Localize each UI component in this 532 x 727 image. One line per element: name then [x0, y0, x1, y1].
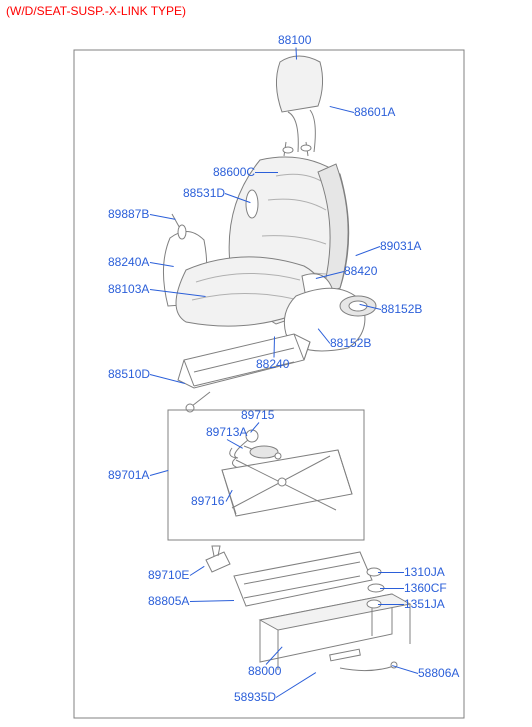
part-label-88531D: 88531D [183, 186, 225, 200]
part-label-1310JA: 1310JA [404, 565, 445, 579]
part-label-58806A: 58806A [418, 666, 459, 680]
leader-1360CF [380, 588, 404, 589]
part-label-88103A: 88103A [108, 282, 149, 296]
part-label-88152B: 88152B [381, 302, 422, 316]
part-label-88601A: 88601A [354, 105, 395, 119]
part-label-88420: 88420 [344, 264, 377, 278]
part-label-1351JA: 1351JA [404, 597, 445, 611]
leader-88100 [295, 47, 296, 59]
part-label-88000: 88000 [248, 664, 281, 678]
leader-88240 [273, 336, 274, 357]
part-label-89887B: 89887B [108, 207, 149, 221]
part-label-1360CF: 1360CF [404, 581, 447, 595]
part-label-89710E: 89710E [148, 568, 189, 582]
part-label-88152B: 88152B [330, 336, 371, 350]
part-label-89715: 89715 [241, 408, 274, 422]
part-label-58935D: 58935D [234, 690, 276, 704]
part-label-89701A: 89701A [108, 468, 149, 482]
part-label-88510D: 88510D [108, 367, 150, 381]
leader-1351JA [378, 604, 404, 605]
part-label-89713A: 89713A [206, 425, 247, 439]
part-label-89716: 89716 [191, 494, 224, 508]
part-label-88805A: 88805A [148, 594, 189, 608]
leader-88600C [255, 172, 278, 173]
part-label-88240: 88240 [256, 357, 289, 371]
part-label-88600C: 88600C [213, 165, 255, 179]
part-label-88100: 88100 [278, 33, 311, 47]
part-label-89031A: 89031A [380, 239, 421, 253]
part-label-88240A: 88240A [108, 255, 149, 269]
leader-1310JA [378, 572, 404, 573]
